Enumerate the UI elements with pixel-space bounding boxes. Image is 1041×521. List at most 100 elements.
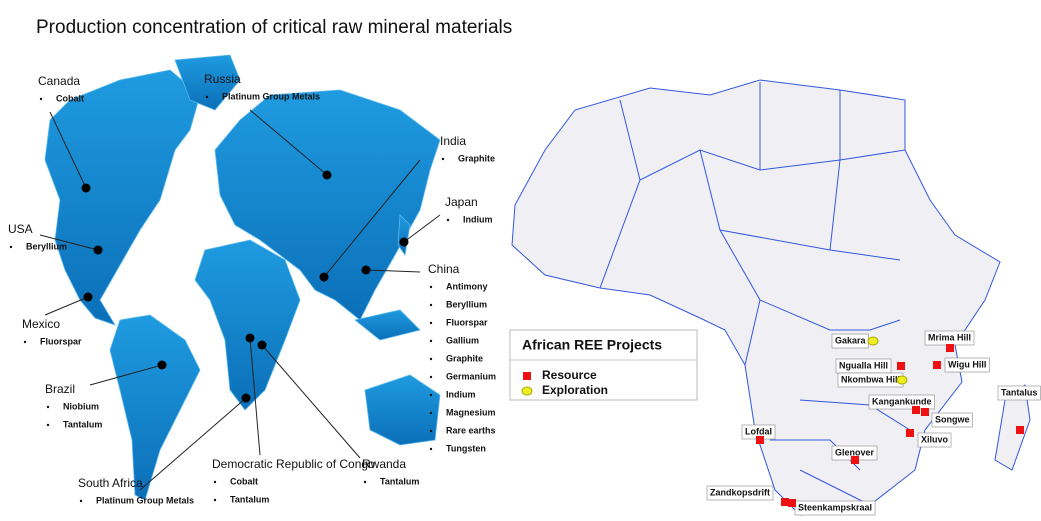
callout-line [403,214,441,243]
project-label: Glenover [835,447,875,457]
mineral: Platinum Group Metals [222,91,320,101]
project-marker [896,375,908,385]
legend-swatch [523,372,531,380]
country-name: USA [8,222,33,236]
country-name: Rwanda [362,457,406,471]
country-dot [81,183,91,193]
bullet-dot [46,423,50,427]
eurasia [214,89,441,321]
bullet-dot [213,480,217,484]
bullet-dot [429,429,433,433]
legend-swatch [521,386,533,396]
bullet-dot [79,499,83,503]
mineral: Cobalt [230,476,258,486]
project-label: Steenkampskraal [798,502,872,512]
bullet-dot [429,339,433,343]
project-marker [867,336,879,346]
world-land [44,54,441,501]
project-marker [781,498,789,506]
mineral: Germanium [446,371,496,381]
country-dot [361,265,371,275]
bullet-dot [429,321,433,325]
project-marker [788,499,796,507]
project-label-box [706,485,774,501]
mineral: Graphite [446,353,483,363]
callout-line [49,111,87,189]
bullet-dot [363,480,367,484]
mineral: Beryllium [26,241,67,251]
project-label-box [868,394,935,410]
project-label: Lofdal [745,426,772,436]
bullet-dot [429,411,433,415]
project-marker [1016,426,1024,434]
country-dot [319,272,329,282]
mineral: Tantalum [380,476,419,486]
africa-map [511,79,1031,516]
project-label-box [917,432,952,448]
mineral: Antimony [446,281,488,291]
callout-line [261,344,361,459]
project-marker [921,408,929,416]
country-name: Russia [204,72,241,86]
greenland [174,54,241,111]
project-marker [912,406,920,414]
project-label-box [794,500,876,516]
project-label-box [997,385,1041,401]
country-name: Mexico [22,317,60,331]
mineral: Gallium [446,335,479,345]
mineral: Niobium [63,401,99,411]
project-label-box [931,412,973,428]
project-label: Kangankunde [872,396,932,406]
project-marker [906,429,914,437]
bullet-dot [429,303,433,307]
mineral: Fluorspar [40,336,82,346]
country-dot [322,170,332,180]
project-label: Tantalus [1001,387,1037,397]
project-label: Ngualla Hill [839,360,888,370]
title: Production concentration of critical raw… [36,17,512,38]
project-label: Songwe [935,414,970,424]
country-name: China [428,262,460,276]
project-label: Xiluvo [921,434,949,444]
country-dot [399,237,409,247]
country-dot [93,245,103,255]
mineral: Platinum Group Metals [96,495,194,505]
callout-line [249,109,328,176]
project-label: Mrima Hill [928,332,971,342]
country-name: Democratic Republic of Congo [212,457,375,471]
mineral: Tantalum [63,419,102,429]
project-marker [933,361,941,369]
mineral: Fluorspar [446,317,488,327]
bullet-dot [213,498,217,502]
mineral: Rare earths [446,425,496,435]
project-marker [851,456,859,464]
callout-line [139,397,247,491]
legend-label: Resource [542,368,597,382]
country-dot [245,333,255,343]
project-label: Gakara [835,335,867,345]
callout-line [39,234,99,251]
project-marker [756,436,764,444]
callout-line [44,296,89,316]
legend-label: Exploration [542,383,608,397]
southeast-asia [354,309,421,341]
callout-line [323,159,421,278]
country-dot [83,292,93,302]
callout-line [249,337,261,456]
country-name: India [440,134,466,148]
mineral: Cobalt [56,93,84,103]
bullet-dot [429,285,433,289]
mineral: Beryllium [446,299,487,309]
mineral: Graphite [458,153,495,163]
project-label-box [944,357,990,373]
project-marker [897,362,905,370]
country-dot [157,360,167,370]
country-dot [241,393,251,403]
callout-line [365,269,421,273]
bullet-dot [46,405,50,409]
project-label: Wigu Hill [948,359,986,369]
bullet-dot [23,340,27,344]
country-name: Canada [38,74,80,88]
bullet-dot [441,157,445,161]
